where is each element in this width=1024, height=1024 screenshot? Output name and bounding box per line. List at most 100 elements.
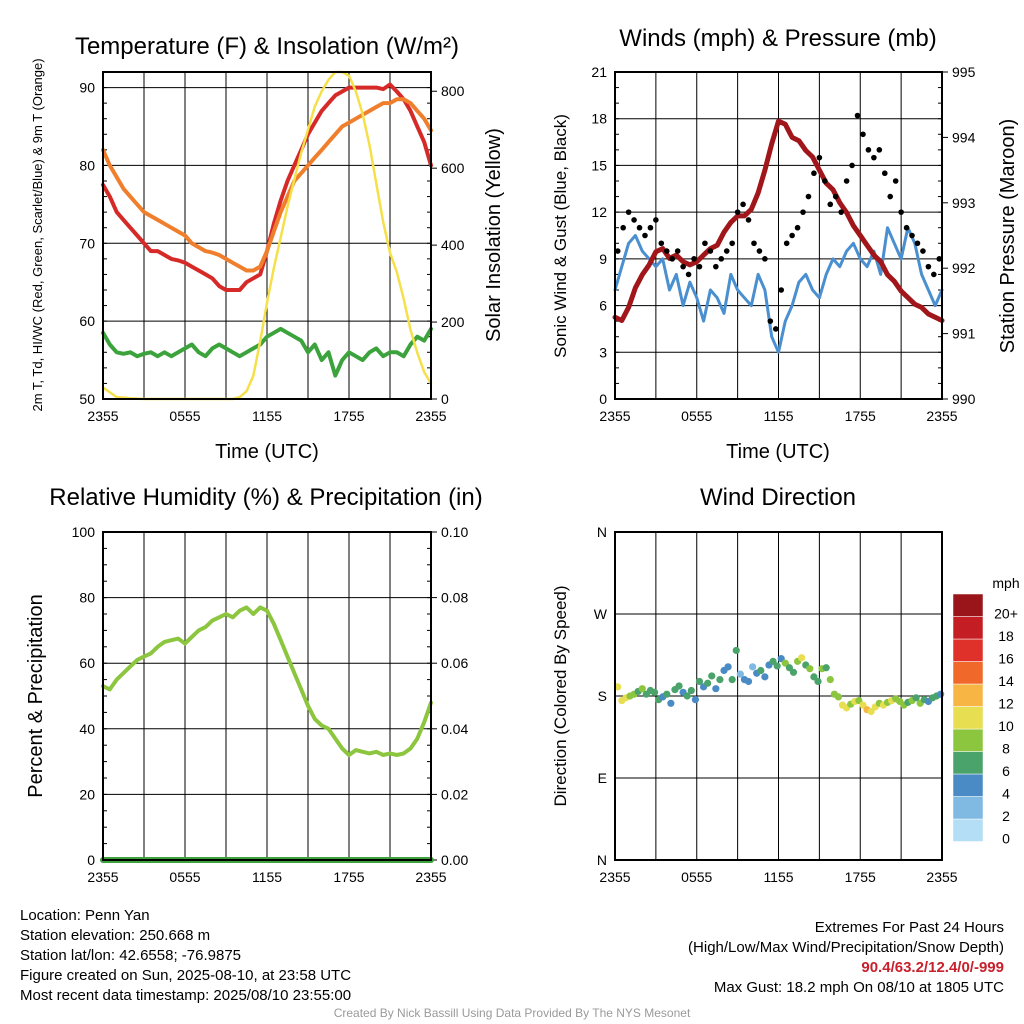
colorbar-label: 14 — [998, 673, 1014, 689]
x-tick-label: 0555 — [169, 869, 200, 885]
gust-point — [723, 248, 730, 254]
y2-tick-label: 0.04 — [441, 721, 468, 737]
gust-point — [903, 224, 910, 231]
y2-tick-label: 993 — [952, 195, 976, 211]
wind-direction-point — [912, 694, 920, 702]
gust-point — [767, 318, 774, 324]
colorbar-label: 18 — [998, 628, 1014, 644]
colorbar-label: 16 — [998, 650, 1014, 666]
y-tick-label: 3 — [599, 344, 607, 360]
y2-tick-label: 0.00 — [441, 852, 468, 868]
humidity-chart-title: Relative Humidity (%) & Precipitation (i… — [49, 484, 482, 511]
y2-tick-label: 0 — [441, 391, 449, 407]
gust-point — [849, 162, 855, 169]
y-tick-label: 21 — [591, 64, 607, 80]
gust-point — [816, 154, 823, 161]
wind-direction-point — [724, 663, 732, 671]
gust-point — [783, 240, 790, 247]
gust-point — [887, 193, 894, 200]
wind-direction-point — [757, 666, 765, 675]
x-tick-label: 1755 — [845, 408, 876, 424]
wind-direction-point — [716, 676, 724, 684]
colorbar-swatch — [952, 751, 984, 775]
gust-point — [756, 248, 763, 254]
gust-point — [663, 248, 670, 254]
y-tick-label: 90 — [79, 80, 95, 96]
x-tick-label: 2355 — [926, 408, 957, 424]
wind-direction-y-axis-label: Direction (Colored By Speed) — [551, 585, 570, 806]
y2-tick-label: 991 — [952, 326, 976, 342]
y-tick-label: 100 — [72, 524, 96, 540]
wind-direction-point — [826, 676, 834, 684]
y2-tick-label: 0.02 — [441, 786, 468, 802]
gust-point — [876, 147, 883, 153]
y2-tick-label: 800 — [441, 83, 465, 99]
gust-point — [892, 178, 899, 184]
winds-y-axis-label: Sonic Wind & Gust (Blue, Black) — [551, 114, 570, 358]
wind-direction-point — [798, 654, 806, 662]
gust-point — [789, 232, 795, 239]
x-tick-label: 2355 — [599, 869, 630, 885]
x-tick-label: 2355 — [415, 869, 446, 885]
colorbar-swatch — [952, 661, 984, 685]
extremes-info: Extremes For Past 24 Hours (High/Low/Max… — [688, 918, 1004, 998]
x-tick-label: 2355 — [87, 869, 118, 885]
gust-point — [740, 201, 746, 208]
gust-point — [713, 263, 719, 270]
y-tick-label: 20 — [79, 786, 95, 802]
wind-direction-point — [749, 663, 757, 671]
gust-point — [898, 209, 904, 215]
gust-point — [931, 271, 937, 278]
series-line-9m-t — [101, 97, 433, 273]
pressure-y-axis-label: Station Pressure (Maroon) — [997, 119, 1019, 354]
wind-direction-point — [814, 677, 822, 686]
gust-point — [751, 240, 757, 247]
gust-point — [805, 193, 812, 200]
y-tick-label: 9 — [599, 251, 607, 267]
plot-frame — [614, 71, 943, 400]
colorbar-title: mph — [992, 575, 1019, 591]
wind-direction-point — [675, 682, 683, 690]
colorbar-label: 20+ — [994, 605, 1018, 621]
gust-point — [914, 240, 921, 247]
gust-point — [691, 256, 697, 262]
y-tick-label: 70 — [79, 235, 95, 251]
y-tick-label: 80 — [79, 157, 95, 173]
gust-point — [822, 178, 828, 184]
wind-direction-point — [708, 672, 716, 680]
figure-created: Figure created on Sun, 2025-08-10, at 23… — [20, 967, 352, 984]
gust-point — [772, 326, 779, 332]
y2-tick-label: 400 — [441, 237, 465, 253]
gust-point — [636, 224, 643, 231]
gust-point — [696, 263, 703, 270]
y-tick-label: 18 — [591, 111, 607, 127]
colorbar-label: 10 — [998, 718, 1014, 734]
gust-point — [658, 240, 665, 247]
gust-point — [642, 232, 648, 239]
x-tick-label: 1155 — [252, 408, 282, 424]
y-tick-label: 60 — [79, 655, 95, 671]
gust-point — [920, 248, 926, 254]
wind-direction-point — [761, 673, 769, 681]
gust-point — [620, 224, 626, 231]
y-tick-label: 6 — [599, 298, 607, 314]
gust-point — [729, 240, 735, 247]
y-tick-label: E — [598, 770, 607, 786]
wind-direction-point — [728, 676, 736, 684]
x-tick-label: 2355 — [87, 408, 118, 424]
wind-direction-point — [691, 696, 699, 704]
wind-direction-point — [789, 668, 798, 676]
colorbar-swatch — [952, 683, 984, 707]
station-elevation: Station elevation: 250.668 m — [20, 927, 211, 944]
temperature-y-axis-label: 2m T, Td, HI/WC (Red, Green, Scarlet/Blu… — [30, 58, 45, 411]
wind-direction-point — [806, 665, 814, 673]
recent-data-timestamp: Most recent data timestamp: 2025/08/10 2… — [20, 987, 352, 1004]
gust-point — [832, 193, 839, 200]
y-tick-label: 40 — [79, 721, 95, 737]
colorbar-swatch — [952, 706, 984, 730]
y2-tick-label: 995 — [952, 64, 976, 80]
plot-frame — [102, 71, 432, 400]
gust-point — [778, 287, 785, 293]
colorbar-swatch — [952, 638, 984, 662]
